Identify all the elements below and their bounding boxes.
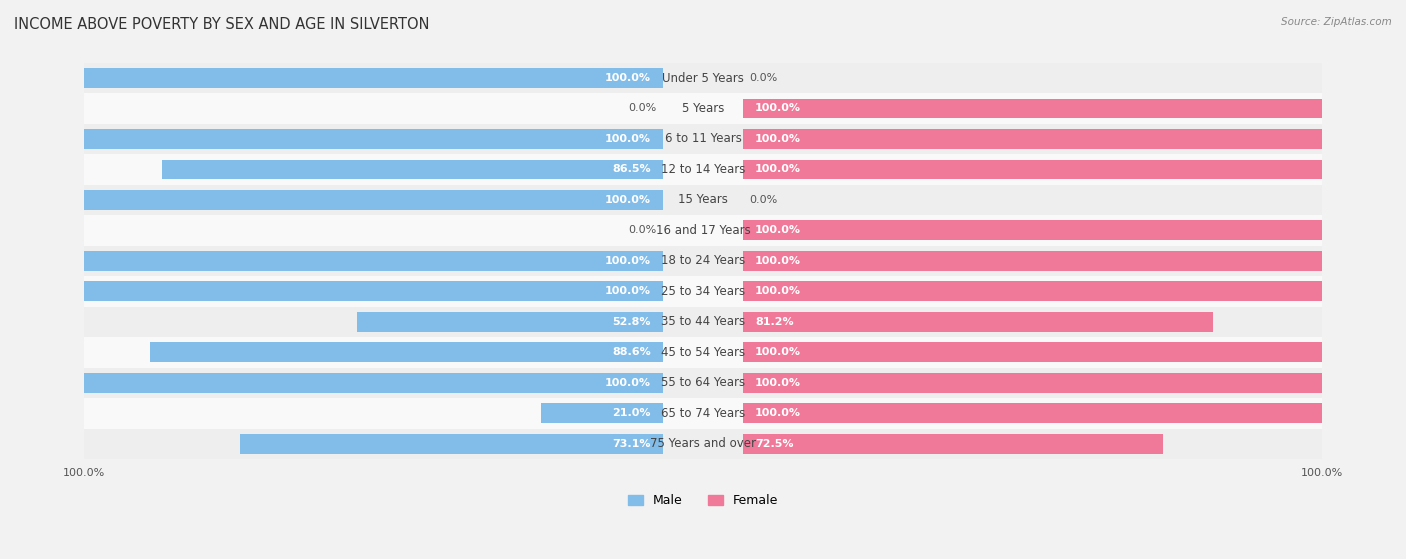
Text: Source: ZipAtlas.com: Source: ZipAtlas.com [1281,17,1392,27]
Bar [84,68,662,88]
Text: 55 to 64 Years: 55 to 64 Years [661,376,745,389]
Text: 12 to 14 Years: 12 to 14 Years [661,163,745,176]
Text: 100.0%: 100.0% [755,408,801,418]
Bar [84,373,662,393]
Bar [84,124,1322,154]
Bar [84,368,1322,398]
Text: 15 Years: 15 Years [678,193,728,206]
Text: Under 5 Years: Under 5 Years [662,72,744,84]
Bar [240,434,662,454]
Bar [357,312,662,331]
Bar [84,154,1322,184]
Text: 72.5%: 72.5% [755,439,793,449]
Bar [744,404,1322,423]
Text: 100.0%: 100.0% [605,286,651,296]
Bar [84,129,662,149]
Bar [163,159,662,179]
Text: 100.0%: 100.0% [755,164,801,174]
Bar [84,337,1322,368]
Text: 5 Years: 5 Years [682,102,724,115]
Text: INCOME ABOVE POVERTY BY SEX AND AGE IN SILVERTON: INCOME ABOVE POVERTY BY SEX AND AGE IN S… [14,17,430,32]
Bar [84,281,662,301]
Bar [84,63,1322,93]
Bar [84,184,1322,215]
Bar [84,276,1322,306]
Text: 100.0%: 100.0% [755,103,801,113]
Legend: Male, Female: Male, Female [623,489,783,512]
Text: 100.0%: 100.0% [755,378,801,388]
Text: 100.0%: 100.0% [605,195,651,205]
Bar [84,251,662,271]
Text: 35 to 44 Years: 35 to 44 Years [661,315,745,328]
Bar [744,251,1322,271]
Text: 65 to 74 Years: 65 to 74 Years [661,407,745,420]
Bar [744,373,1322,393]
Text: 0.0%: 0.0% [628,225,657,235]
Text: 100.0%: 100.0% [755,134,801,144]
Bar [84,190,662,210]
Text: 21.0%: 21.0% [613,408,651,418]
Text: 100.0%: 100.0% [755,256,801,266]
Bar [84,306,1322,337]
Text: 16 and 17 Years: 16 and 17 Years [655,224,751,237]
Text: 100.0%: 100.0% [605,256,651,266]
Bar [744,281,1322,301]
Text: 75 Years and over: 75 Years and over [650,437,756,450]
Bar [84,245,1322,276]
Text: 100.0%: 100.0% [605,134,651,144]
Text: 100.0%: 100.0% [605,378,651,388]
Text: 0.0%: 0.0% [749,195,778,205]
Text: 88.6%: 88.6% [612,347,651,357]
Bar [84,429,1322,459]
Text: 25 to 34 Years: 25 to 34 Years [661,285,745,298]
Text: 45 to 54 Years: 45 to 54 Years [661,346,745,359]
Text: 52.8%: 52.8% [613,317,651,327]
Text: 73.1%: 73.1% [613,439,651,449]
Text: 100.0%: 100.0% [605,73,651,83]
Bar [541,404,662,423]
Bar [84,398,1322,429]
Bar [744,98,1322,119]
Bar [744,343,1322,362]
Text: 0.0%: 0.0% [749,73,778,83]
Text: 86.5%: 86.5% [613,164,651,174]
Bar [84,215,1322,245]
Bar [84,93,1322,124]
Text: 6 to 11 Years: 6 to 11 Years [665,132,741,145]
Text: 0.0%: 0.0% [628,103,657,113]
Text: 100.0%: 100.0% [755,225,801,235]
Text: 81.2%: 81.2% [755,317,793,327]
Bar [150,343,662,362]
Text: 100.0%: 100.0% [755,286,801,296]
Bar [744,159,1322,179]
Bar [744,220,1322,240]
Bar [744,434,1163,454]
Bar [744,129,1322,149]
Text: 100.0%: 100.0% [755,347,801,357]
Text: 18 to 24 Years: 18 to 24 Years [661,254,745,267]
Bar [744,312,1213,331]
